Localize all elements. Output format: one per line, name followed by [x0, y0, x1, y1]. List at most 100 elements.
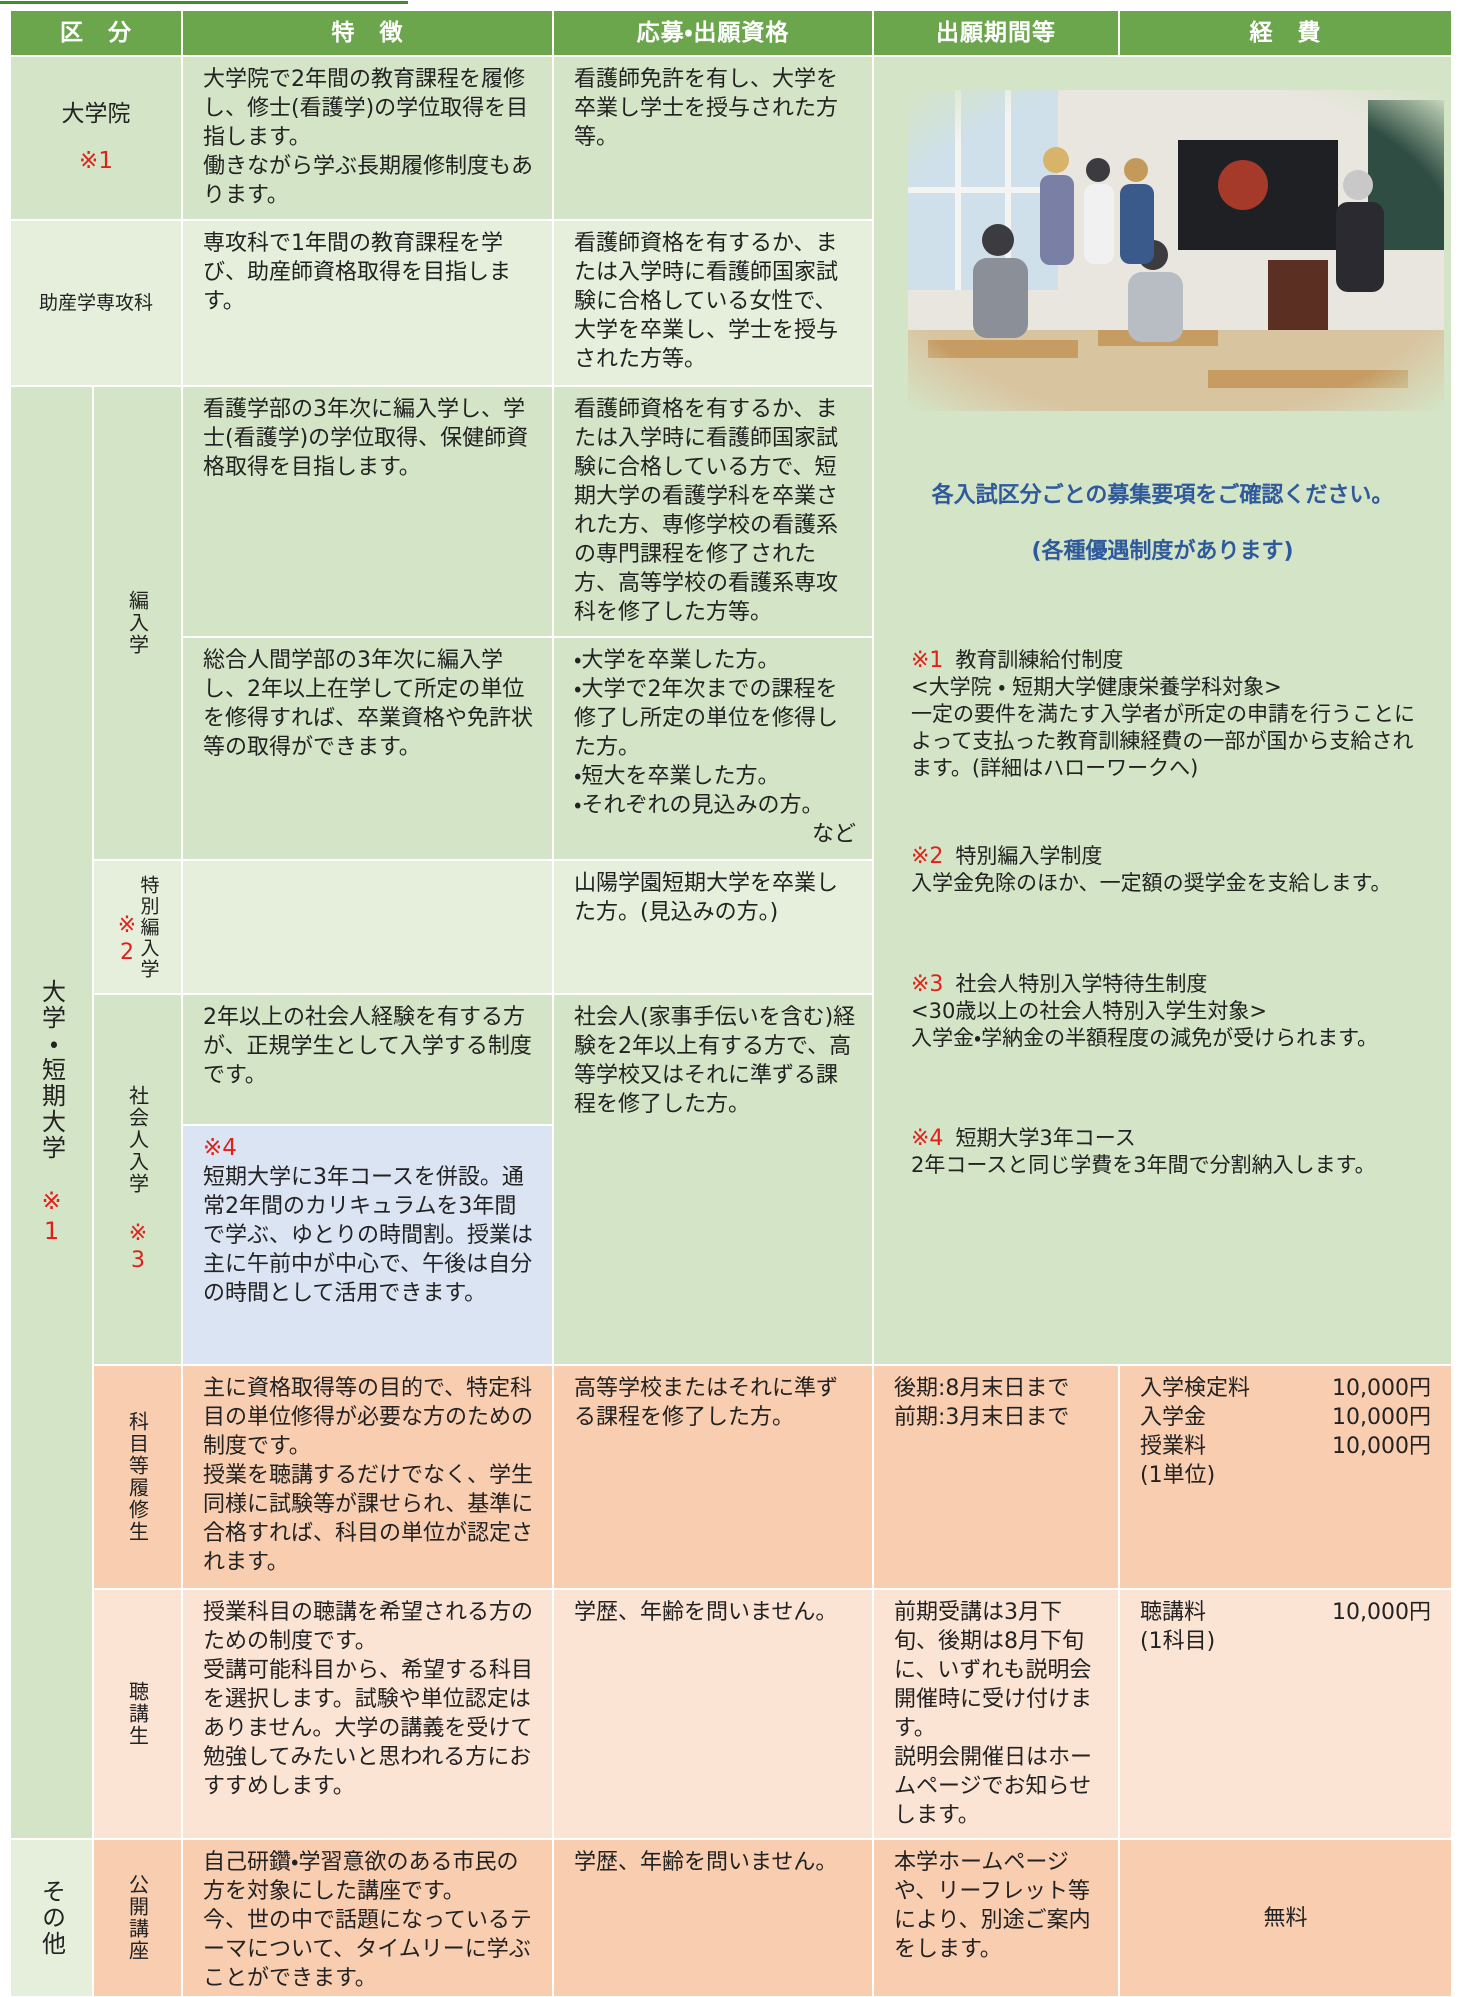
- row-label: 科目等履修生: [93, 1365, 182, 1589]
- eligibility-cell: ・大学を卒業した方。・大学で2年次までの課程を修了し所定の単位を修得した方。・短…: [553, 637, 873, 860]
- group-label: その他: [10, 1839, 93, 1997]
- note-line: 2年コースと同じ学費を3年間で分割納入します。: [911, 1153, 1376, 1177]
- note-line: 一定の要件を満たす入学者が所定の申請を行うことによって支払った教育訓練経費の一部…: [911, 702, 1415, 780]
- fee-row: 聴講料 10,000円: [1140, 1598, 1431, 1627]
- paragraph: ・大学を卒業した方。: [574, 648, 780, 673]
- row-label: 編入学: [93, 386, 182, 860]
- paragraph: 授業を聴講するだけでなく、学生同様に試験等が課せられ、基準に合格すれば、科目の単…: [203, 1463, 534, 1575]
- note-mark: ※4: [911, 1126, 944, 1151]
- fee-item: 聴講料: [1140, 1600, 1207, 1625]
- course-text: 短期大学に3年コースを併設。通常2年間のカリキュラムを3年間で学ぶ、ゆとりの時間…: [203, 1163, 536, 1308]
- paragraph: ・短大を卒業した方。: [574, 764, 780, 789]
- paragraph: 看護師資格を有するか、または入学時に看護師国家試験に合格している方で、短期大学の…: [574, 397, 839, 625]
- paragraph: 看護学部の3年次に編入学し、学士(看護学)の学位取得、保健師資格取得を目指します…: [203, 397, 529, 480]
- mark: ※4: [203, 1135, 237, 1161]
- note-head: ※4 短期大学3年コース: [911, 1125, 1431, 1152]
- period-cell: 前期受講は3月下旬、後期は8月下旬に、いずれも説明会開催時に受け付けます。 説明会…: [873, 1589, 1119, 1839]
- note-head: ※2 特別編入学制度: [911, 843, 1431, 870]
- note-mark: ※2: [911, 844, 944, 869]
- features-cell: 総合人間学部の3年次に編入学し、2年以上在学して所定の単位を修得すれば、卒業資格…: [182, 637, 553, 860]
- paragraph: ・大学で2年次までの課程を修了し所定の単位を修得した方。: [574, 677, 839, 760]
- side-panel: 各入試区分ごとの募集要項をご確認ください。 (各種優遇制度があります) ※1 教育…: [873, 56, 1452, 1365]
- row-label: 公開講座: [93, 1839, 182, 1997]
- paragraph: 高等学校またはそれに準ずる課程を修了した方。: [574, 1376, 839, 1430]
- paragraph: 看護師資格を有するか、または入学時に看護師国家試験に合格している女性で、大学を卒…: [574, 231, 839, 372]
- paragraph: 2年以上の社会人経験を有する方が、正規学生として入学する制度です。: [203, 1005, 532, 1088]
- fee-row: 入学検定料 10,000円: [1140, 1374, 1431, 1403]
- group-label: 大学・短期大学 ※1: [10, 386, 93, 1839]
- paragraph: 後期:8月末日まで: [894, 1376, 1070, 1401]
- note-title: 特別編入学制度: [955, 844, 1103, 868]
- eligibility-cell: 学歴、年齢を問いません。: [553, 1589, 873, 1839]
- note-mark: ※3: [911, 972, 944, 997]
- fee-note: (1単位): [1140, 1463, 1216, 1488]
- eligibility-cell: 看護師資格を有するか、または入学時に看護師国家試験に合格している女性で、大学を卒…: [553, 220, 873, 386]
- paragraph: 看護師免許を有し、大学を卒業し学士を授与された方等。: [574, 67, 839, 150]
- fee-row: 授業料 10,000円: [1140, 1432, 1431, 1461]
- note: など: [811, 822, 856, 847]
- fee-amount: 10,000円: [1332, 1600, 1431, 1625]
- features-cell: 看護学部の3年次に編入学し、学士(看護学)の学位取得、保健師資格取得を目指します…: [182, 386, 553, 637]
- fees-cell: 聴講料 10,000円 (1科目): [1119, 1589, 1452, 1839]
- note-mark: ※1: [911, 648, 944, 673]
- fee-item: 授業料: [1140, 1434, 1207, 1459]
- paragraph: 学歴、年齢を問いません。: [574, 1850, 838, 1875]
- features-cell: 主に資格取得等の目的で、特定科目の単位修得が必要な方のための制度です。 授業を聴講…: [182, 1365, 553, 1589]
- paragraph: 総合人間学部の3年次に編入学し、2年以上在学して所定の単位を修得すれば、卒業資格…: [203, 648, 534, 760]
- eligibility-list: ・大学を卒業した方。・大学で2年次までの課程を修了し所定の単位を修得した方。・短…: [574, 646, 856, 820]
- notice: 各入試区分ごとの募集要項をご確認ください。: [931, 483, 1394, 508]
- eligibility-cell: 看護師免許を有し、大学を卒業し学士を授与された方等。: [553, 56, 873, 220]
- paragraph: ・それぞれの見込みの方。: [574, 793, 824, 818]
- features-cell: 授業科目の聴講を希望される方のための制度です。 受講可能科目から、希望する科目を選…: [182, 1589, 553, 1839]
- paragraph: 説明会開催日はホームページでお知らせします。: [894, 1745, 1093, 1828]
- note-line: 入学金・学納金の半額程度の減免が受けられます。: [911, 1026, 1379, 1050]
- header-cell: 応募・出願資格: [553, 10, 873, 56]
- paragraph: 本学ホームページや、リーフレット等により、別途ご案内をします。: [894, 1850, 1091, 1962]
- label: 大学院: [61, 101, 131, 127]
- fee-row: 入学金 10,000円: [1140, 1403, 1431, 1432]
- note-line: <30歳以上の社会人特別入学生対象>: [911, 999, 1267, 1023]
- note: ※3 社会人特別入学特待生制度 <30歳以上の社会人特別入学生対象> 入学金・学納金の…: [911, 971, 1431, 1052]
- fees-cell: 入学検定料 10,000円 入学金 10,000円 授業料 10,000円 (1単位): [1119, 1365, 1452, 1589]
- paragraph: 自己研鑽・学習意欲のある市民の方を対象にした講座です。: [203, 1850, 519, 1904]
- header-cell: 出願期間等: [873, 10, 1119, 56]
- row-label: 助産学専攻科: [10, 220, 182, 386]
- period-cell: 後期:8月末日まで 前期:3月末日まで: [873, 1365, 1119, 1589]
- label: 大学・短期大学: [37, 978, 66, 1161]
- mark: ※1: [79, 148, 113, 174]
- note-line: 入学金免除のほか、一定額の奨学金を支給します。: [911, 871, 1392, 895]
- paragraph: 学歴、年齢を問いません。: [574, 1600, 838, 1625]
- fee-item: 入学金: [1140, 1405, 1207, 1430]
- paragraph: 今、世の中で話題になっているテーマについて、タイムリーに学ぶことができます。: [203, 1908, 532, 1991]
- note-title: 教育訓練給付制度: [955, 648, 1124, 672]
- paragraph: 専攻科で1年間の教育課程を学び、助産師資格取得を目指します。: [203, 231, 512, 314]
- fee-amount: 10,000円: [1332, 1434, 1431, 1459]
- note-head: ※3 社会人特別入学特待生制度: [911, 971, 1431, 998]
- row-label: 大学院 ※1: [10, 56, 182, 220]
- eligibility-cell: 看護師資格を有するか、または入学時に看護師国家試験に合格している方で、短期大学の…: [553, 386, 873, 637]
- vertical-label: 編入学: [125, 590, 150, 656]
- paragraph: 山陽学園短期大学を卒業した方。(見込みの方。): [574, 871, 839, 925]
- vertical-label: その他: [37, 1879, 66, 1957]
- features-cell: 専攻科で1年間の教育課程を学び、助産師資格取得を目指します。: [182, 220, 553, 386]
- vertical-label: 大学・短期大学 ※1: [38, 979, 66, 1247]
- paragraph: 受講可能科目から、希望する科目を選択します。試験や単位認定はありません。大学の講…: [203, 1658, 534, 1799]
- period-cell: 本学ホームページや、リーフレット等により、別途ご案内をします。: [873, 1839, 1119, 1997]
- label: 特別編入学: [137, 874, 160, 980]
- label: 社会人入学: [125, 1084, 150, 1195]
- vertical-label: 特別編入学 ※2: [115, 874, 160, 980]
- vertical-label: 社会人入学 ※3: [125, 1084, 151, 1275]
- note-title: 短期大学3年コース: [955, 1126, 1136, 1150]
- note: ※2 特別編入学制度入学金免除のほか、一定額の奨学金を支給します。: [911, 843, 1431, 897]
- note: ※1 教育訓練給付制度 <大学院 ・ 短期大学健康栄養学科対象> 一定の要件を満たす入…: [911, 647, 1431, 782]
- fee-amount: 10,000円: [1332, 1405, 1431, 1430]
- top-rule: [0, 1, 408, 4]
- course-cell: ※4 短期大学に3年コースを併設。通常2年間のカリキュラムを3年間で学ぶ、ゆとり…: [182, 1125, 553, 1365]
- fees-cell: 無料: [1119, 1839, 1452, 1997]
- mark: ※3: [125, 1220, 151, 1275]
- note: ※4 短期大学3年コース 2年コースと同じ学費を3年間で分割納入します。: [911, 1125, 1431, 1179]
- paragraph: 働きながら学ぶ長期履修制度もあります。: [203, 154, 534, 208]
- subnotice: (各種優遇制度があります): [1031, 539, 1294, 564]
- features-cell: 2年以上の社会人経験を有する方が、正規学生として入学する制度です。: [182, 994, 553, 1125]
